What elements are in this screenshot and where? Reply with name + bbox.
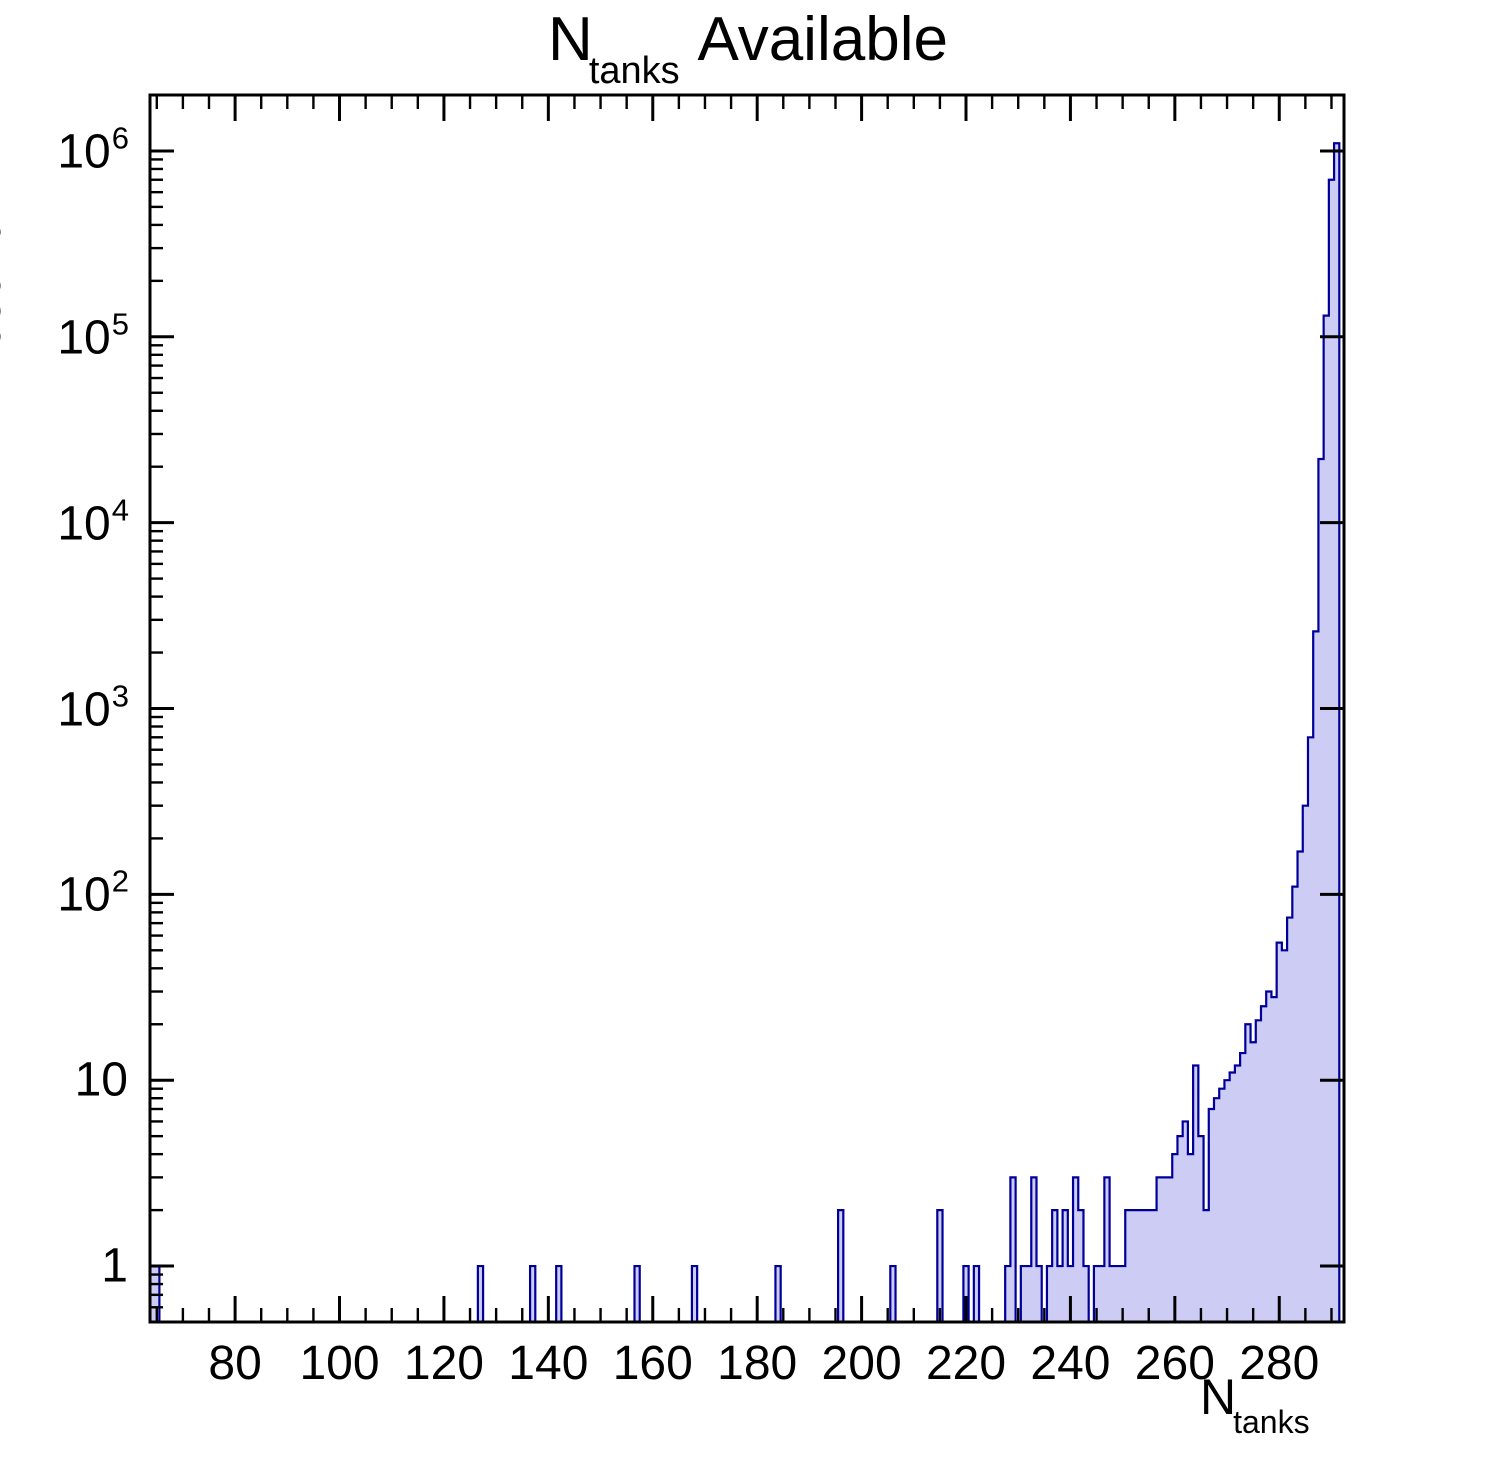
histogram-series (148, 142, 1344, 1324)
y-tick-label: 104 (0, 492, 129, 551)
chart-title-prefix: N (548, 5, 593, 74)
x-axis-title: Ntanks (1200, 1368, 1313, 1440)
y-tick-exponent: 4 (111, 492, 129, 528)
y-tick-exponent: 2 (111, 863, 129, 899)
y-tick-mantissa: 10 (57, 683, 111, 736)
y-tick-mantissa: 10 (57, 125, 111, 179)
y-tick-exponent: 6 (111, 120, 129, 156)
chart-title-suffix: Available (683, 5, 948, 74)
y-tick-label: 10 (0, 1053, 128, 1108)
x-tick-label: 260 (1134, 1337, 1215, 1390)
x-tick-label: 80 (208, 1337, 262, 1390)
y-tick-exponent: 5 (111, 306, 129, 342)
x-tick-label: 120 (403, 1337, 484, 1390)
y-tick-mantissa: 10 (57, 497, 111, 551)
y-tick-label: 102 (0, 863, 129, 923)
x-tick-label: 200 (821, 1337, 902, 1390)
x-axis-title-prefix: N (1200, 1369, 1237, 1425)
plot-frame (148, 93, 1346, 1324)
x-tick-label: 140 (508, 1337, 589, 1390)
y-tick-mantissa: 10 (57, 868, 111, 922)
x-axis-title-subscript: tanks (1233, 1404, 1310, 1440)
y-tick-mantissa: 10 (57, 311, 111, 365)
y-tick-mantissa: 10 (74, 1053, 128, 1107)
chart-title: Ntanks Available (0, 4, 1496, 92)
x-tick-label: 160 (612, 1337, 693, 1390)
x-tick-label: 180 (717, 1337, 798, 1390)
x-tick-label: 220 (925, 1337, 1007, 1390)
y-tick-label: 103 (0, 678, 129, 737)
chart-title-subscript: tanks (588, 50, 680, 93)
x-tick-label: 100 (299, 1337, 380, 1390)
y-tick-label: 1 (0, 1239, 128, 1294)
y-tick-label: 105 (0, 306, 129, 365)
y-tick-mantissa: 1 (101, 1239, 128, 1293)
x-tick-label: 240 (1030, 1337, 1111, 1390)
y-tick-exponent: 3 (111, 678, 129, 713)
x-tick-label: 280 (1239, 1337, 1320, 1390)
y-tick-label: 106 (0, 120, 129, 179)
